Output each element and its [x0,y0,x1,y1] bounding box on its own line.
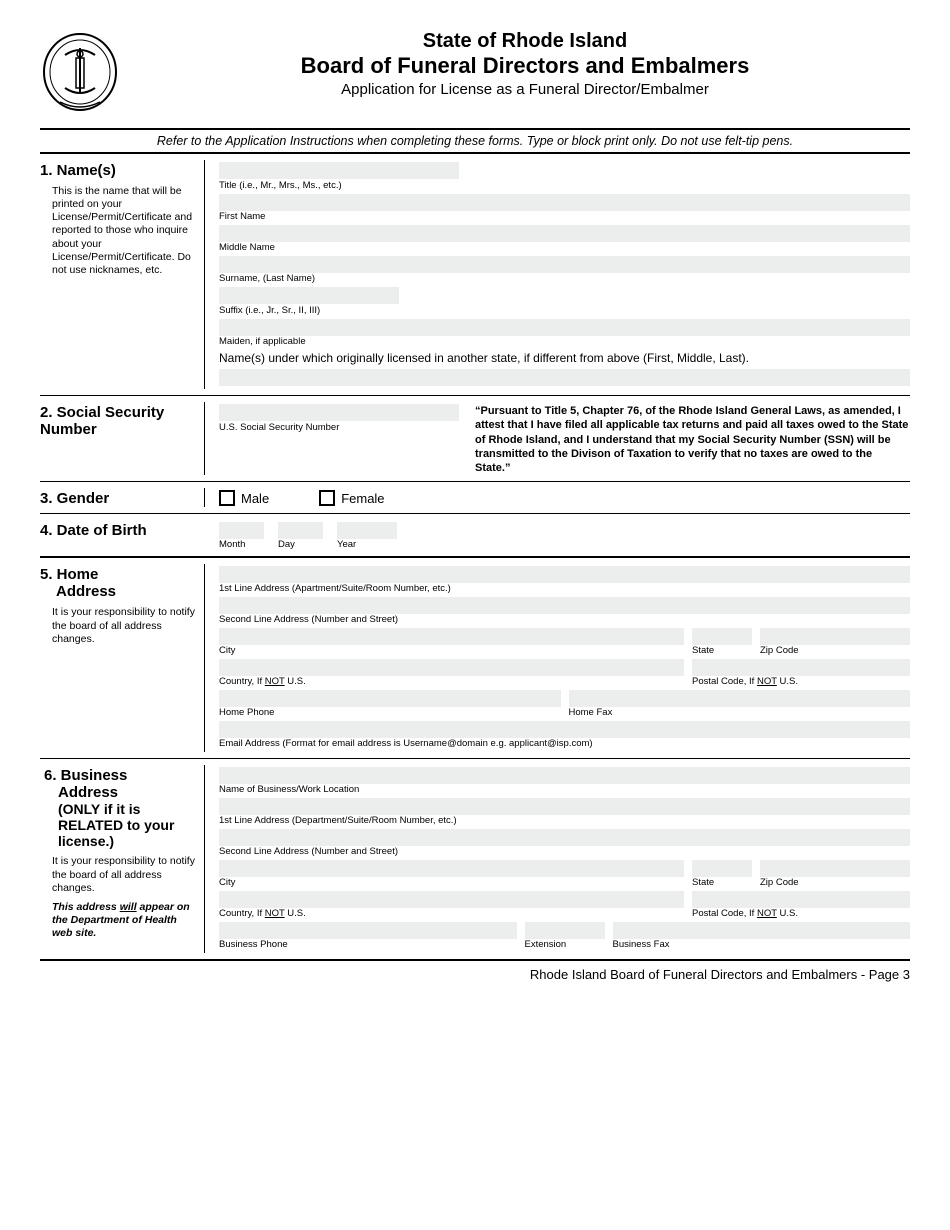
dob-year-input[interactable] [337,522,397,539]
female-checkbox[interactable] [319,490,335,506]
title-input[interactable] [219,162,459,179]
firstname-label: First Name [219,211,910,222]
home-state-label: State [692,645,752,656]
biz-fax-input[interactable] [613,922,911,939]
firstname-input[interactable] [219,194,910,211]
biz-ext-label: Extension [525,939,605,950]
dob-day-input[interactable] [278,522,323,539]
s6-desc2: This address will appear on the Departme… [40,901,196,940]
suffix-label: Suffix (i.e., Jr., Sr., II, III) [219,305,910,316]
ssn-attestation: “Pursuant to Title 5, Chapter 76, of the… [475,404,910,475]
s5-title-b: Address [40,583,196,600]
biz-line2-input[interactable] [219,829,910,846]
home-phone-label: Home Phone [219,707,561,718]
biz-city-input[interactable] [219,860,684,877]
s5-title-a: 5. Home [40,566,196,583]
biz-phone-label: Business Phone [219,939,517,950]
other-license-input[interactable] [219,369,910,386]
section-dob: 4. Date of Birth Month Day Year [40,514,910,556]
page-footer: Rhode Island Board of Funeral Directors … [40,967,910,982]
header-subtitle: Application for License as a Funeral Dir… [140,81,910,98]
dob-year-label: Year [337,539,401,550]
home-line1-label: 1st Line Address (Apartment/Suite/Room N… [219,583,910,594]
instructions-bar: Refer to the Application Instructions wh… [40,128,910,154]
home-line2-label: Second Line Address (Number and Street) [219,614,910,625]
header-board: Board of Funeral Directors and Embalmers [140,53,910,79]
suffix-input[interactable] [219,287,399,304]
home-postal-input[interactable] [692,659,910,676]
s1-desc: This is the name that will be printed on… [40,185,196,277]
biz-state-input[interactable] [692,860,752,877]
title-label: Title (i.e., Mr., Mrs., Ms., etc.) [219,180,910,191]
biz-name-label: Name of Business/Work Location [219,784,910,795]
biz-zip-label: Zip Code [760,877,910,888]
home-email-input[interactable] [219,721,910,738]
s5-desc: It is your responsibility to notify the … [40,606,196,645]
other-license-note: Name(s) under which originally licensed … [219,351,910,365]
biz-state-label: State [692,877,752,888]
s6-title-a: 6. Business [40,767,196,784]
s6-title-c: (ONLY if it is RELATED to your license.) [40,801,196,849]
section-ssn: 2. Social Security Number U.S. Social Se… [40,396,910,482]
s2-title: 2. Social Security Number [40,404,196,438]
home-email-label: Email Address (Format for email address … [219,738,910,749]
biz-line1-input[interactable] [219,798,910,815]
biz-line1-label: 1st Line Address (Department/Suite/Room … [219,815,910,826]
s3-title: 3. Gender [40,490,196,507]
home-postal-label: Postal Code, If NOT U.S. [692,676,910,687]
home-line1-input[interactable] [219,566,910,583]
surname-label: Surname, (Last Name) [219,273,910,284]
s1-title: 1. Name(s) [40,162,196,179]
section-home-address: 5. Home Address It is your responsibilit… [40,558,910,759]
biz-phone-input[interactable] [219,922,517,939]
s6-title-b: Address [40,784,196,801]
home-zip-label: Zip Code [760,645,910,656]
biz-country-label: Country, If NOT U.S. [219,908,684,919]
ssn-input[interactable] [219,404,459,421]
section-business-address: 6. Business Address (ONLY if it is RELAT… [40,759,910,961]
home-city-label: City [219,645,684,656]
ssn-label: U.S. Social Security Number [219,422,459,433]
female-label: Female [341,491,384,506]
biz-country-input[interactable] [219,891,684,908]
home-zip-input[interactable] [760,628,910,645]
home-state-input[interactable] [692,628,752,645]
middlename-input[interactable] [219,225,910,242]
middlename-label: Middle Name [219,242,910,253]
biz-ext-input[interactable] [525,922,605,939]
male-label: Male [241,491,269,506]
male-checkbox[interactable] [219,490,235,506]
form-header: State of Rhode Island Board of Funeral D… [40,30,910,120]
s4-title: 4. Date of Birth [40,522,197,539]
home-country-label: Country, If NOT U.S. [219,676,684,687]
biz-postal-label: Postal Code, If NOT U.S. [692,908,910,919]
dob-month-label: Month [219,539,268,550]
maiden-label: Maiden, if applicable [219,336,910,347]
home-fax-label: Home Fax [569,707,911,718]
home-line2-input[interactable] [219,597,910,614]
s6-desc: It is your responsibility to notify the … [40,855,196,894]
state-seal-icon [40,30,120,120]
maiden-input[interactable] [219,319,910,336]
header-state: State of Rhode Island [140,30,910,53]
dob-month-input[interactable] [219,522,264,539]
home-city-input[interactable] [219,628,684,645]
surname-input[interactable] [219,256,910,273]
home-fax-input[interactable] [569,690,911,707]
biz-zip-input[interactable] [760,860,910,877]
section-gender: 3. Gender Male Female [40,482,910,514]
section-names: 1. Name(s) This is the name that will be… [40,154,910,396]
home-country-input[interactable] [219,659,684,676]
home-phone-input[interactable] [219,690,561,707]
biz-name-input[interactable] [219,767,910,784]
biz-fax-label: Business Fax [613,939,911,950]
biz-city-label: City [219,877,684,888]
dob-day-label: Day [278,539,327,550]
biz-line2-label: Second Line Address (Number and Street) [219,846,910,857]
biz-postal-input[interactable] [692,891,910,908]
